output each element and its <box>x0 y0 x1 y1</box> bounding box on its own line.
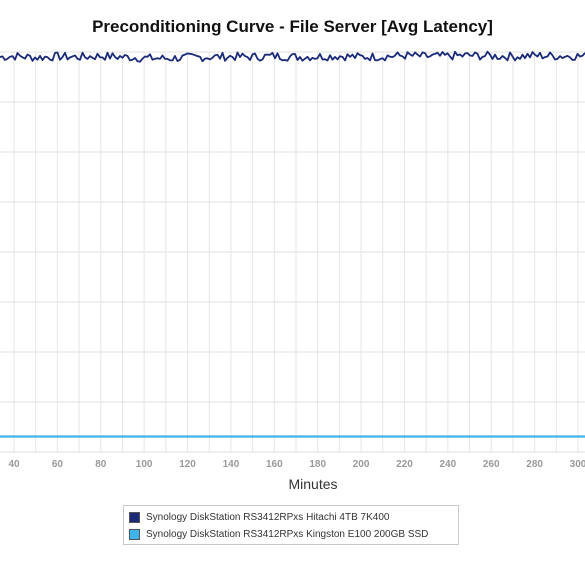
x-tick-label: 80 <box>95 459 107 470</box>
x-tick-label: 300 <box>570 459 585 470</box>
legend-label-kingston: Synology DiskStation RS3412RPxs Kingston… <box>146 529 429 540</box>
x-tick-label: 160 <box>266 459 283 470</box>
x-tick-label: 180 <box>309 459 326 470</box>
x-tick-label: 140 <box>223 459 240 470</box>
series-group <box>0 50 585 438</box>
x-tick-label: 60 <box>52 459 64 470</box>
legend-label-hitachi: Synology DiskStation RS3412RPxs Hitachi … <box>146 512 390 523</box>
x-tick-label: 40 <box>8 459 20 470</box>
x-tick-label: 200 <box>353 459 370 470</box>
x-tick-label: 260 <box>483 459 500 470</box>
legend-item-kingston: Synology DiskStation RS3412RPxs Kingston… <box>129 526 458 543</box>
legend: Synology DiskStation RS3412RPxs Hitachi … <box>123 505 459 545</box>
legend-item-hitachi: Synology DiskStation RS3412RPxs Hitachi … <box>129 509 458 526</box>
x-tick-label: 220 <box>396 459 413 470</box>
grid-lines <box>0 51 585 453</box>
x-tick-label: 280 <box>526 459 543 470</box>
series-line-hitachi <box>0 50 585 63</box>
x-tick-label: 100 <box>136 459 153 470</box>
x-tick-labels: 40 60 80 100 120 140 160 180 200 220 240 260 280 300 <box>8 459 585 470</box>
x-tick-label: 240 <box>440 459 457 470</box>
x-axis-title: Minutes <box>288 476 338 492</box>
legend-swatch-kingston <box>129 529 140 540</box>
chart-title: Preconditioning Curve - File Server [Avg… <box>92 17 493 36</box>
legend-swatch-hitachi <box>129 512 140 523</box>
x-tick-label: 120 <box>179 459 196 470</box>
